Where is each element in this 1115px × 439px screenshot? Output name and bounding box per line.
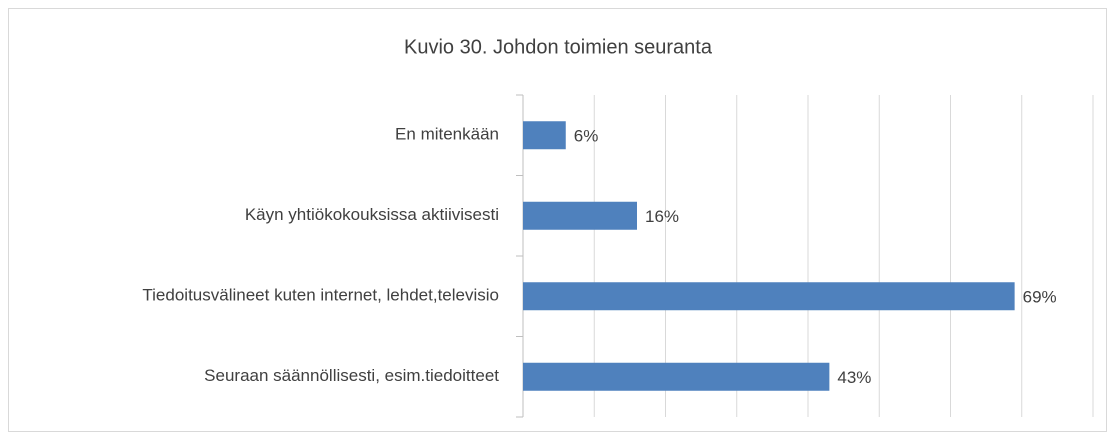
bar: [523, 282, 1015, 311]
chart-title: Kuvio 30. Johdon toimien seuranta: [404, 36, 713, 58]
bar: [523, 201, 637, 230]
data-label: 16%: [645, 207, 679, 226]
data-label: 6%: [574, 127, 599, 146]
y-tick-label: Käyn yhtiökokouksissa aktiivisesti: [245, 205, 499, 224]
y-tick-label: Tiedoitusvälineet kuten internet, lehdet…: [142, 286, 499, 305]
data-label: 43%: [837, 368, 871, 387]
y-tick-label: Seuraan säännöllisesti, esim.tiedoitteet: [204, 366, 499, 385]
data-label: 69%: [1023, 288, 1057, 307]
y-tick-label: En mitenkään: [395, 125, 499, 144]
bar: [523, 121, 566, 150]
bar: [523, 362, 830, 391]
